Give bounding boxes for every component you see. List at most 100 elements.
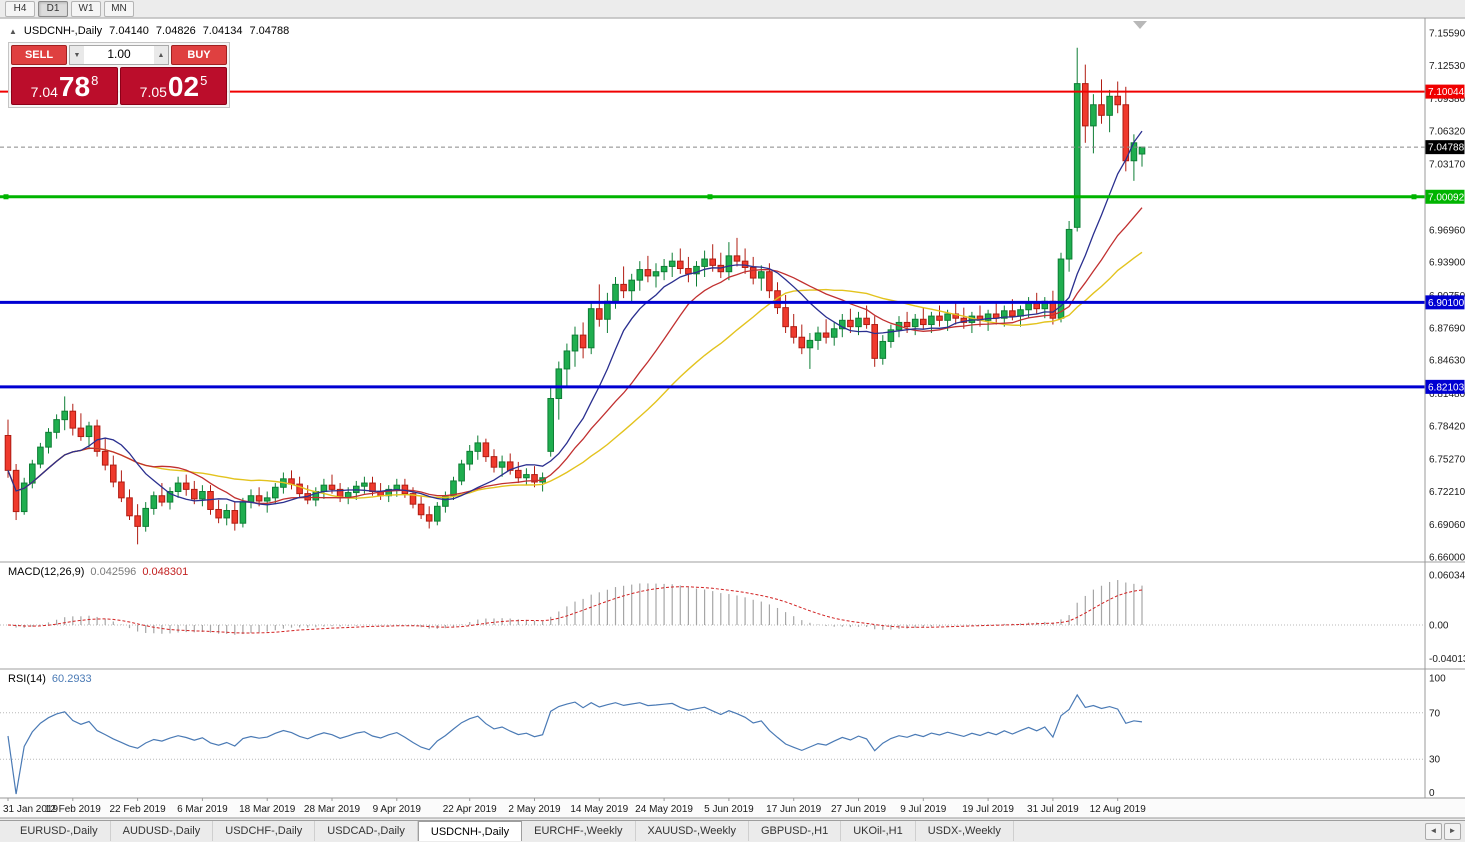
pane-splitter[interactable] [0, 668, 1465, 670]
svg-text:6.93900: 6.93900 [1429, 258, 1465, 269]
price-badge [1425, 140, 1465, 155]
svg-text:12 Aug 2019: 12 Aug 2019 [1090, 804, 1147, 815]
chart-tab-gbpusd-h1[interactable]: GBPUSD-,H1 [749, 821, 842, 841]
volume-value[interactable]: 1.00 [107, 47, 131, 61]
time-axis-strip[interactable] [0, 798, 1465, 818]
chart-tab-usdchf-daily[interactable]: USDCHF-,Daily [213, 821, 316, 841]
svg-text:6.75270: 6.75270 [1429, 455, 1465, 466]
ask-big-digits: 02 [167, 71, 200, 102]
svg-text:24 May 2019: 24 May 2019 [635, 804, 693, 815]
volume-down-icon[interactable]: ▼ [70, 46, 84, 64]
tabs-scroll-left-button[interactable]: ◄ [1425, 822, 1442, 840]
svg-text:0.060343: 0.060343 [1429, 570, 1465, 581]
svg-text:28 Mar 2019: 28 Mar 2019 [304, 804, 361, 815]
tabs-scroll-right-button[interactable]: ► [1444, 822, 1461, 840]
chart-tab-usdx-weekly[interactable]: USDX-,Weekly [916, 821, 1014, 841]
chart-tab-usdcnh-daily[interactable]: USDCNH-,Daily [417, 821, 523, 841]
bid-prefix: 7.04 [30, 84, 58, 100]
rsi-label: RSI(14) 60.2933 [8, 673, 92, 685]
ask-pip-digit: 5 [200, 73, 208, 88]
svg-text:5 Jun 2019: 5 Jun 2019 [704, 804, 754, 815]
svg-text:100: 100 [1429, 674, 1446, 685]
macd-signal-value: 0.048301 [142, 566, 189, 578]
svg-text:2 May 2019: 2 May 2019 [508, 804, 561, 815]
price-badge-value: 6.82103 [1428, 382, 1465, 393]
volume-up-icon[interactable]: ▲ [154, 46, 168, 64]
rsi-pane[interactable] [0, 693, 1425, 795]
svg-text:22 Apr 2019: 22 Apr 2019 [443, 804, 497, 815]
price-badge [1425, 84, 1465, 99]
timeframe-button-d1[interactable]: D1 [38, 0, 68, 17]
macd-label: MACD(12,26,9) 0.042596 0.048301 [8, 566, 188, 578]
svg-text:6.96960: 6.96960 [1429, 225, 1465, 236]
rsi-name: RSI(14) [8, 673, 46, 685]
svg-text:6.87690: 6.87690 [1429, 323, 1465, 334]
chart-tab-bar: EURUSD-,Daily AUDUSD-,Daily USDCHF-,Daily U… [0, 820, 1465, 841]
line-handle[interactable] [707, 194, 713, 200]
ask-prefix: 7.05 [139, 84, 167, 100]
svg-text:7.15590: 7.15590 [1429, 29, 1465, 40]
price-badge-value: 7.10044 [1428, 87, 1465, 98]
chart-tab-usdcad-daily[interactable]: USDCAD-,Daily [315, 821, 418, 841]
svg-text:22 Feb 2019: 22 Feb 2019 [110, 804, 167, 815]
chart-header: ▲ USDCNH-,Daily 7.04140 7.04826 7.04134 … [9, 25, 289, 37]
bid-pip-digit: 8 [91, 73, 99, 88]
svg-text:-0.040136: -0.040136 [1429, 654, 1465, 665]
svg-text:17 Jun 2019: 17 Jun 2019 [766, 804, 821, 815]
svg-text:7.03170: 7.03170 [1429, 160, 1465, 171]
bid-big-digits: 78 [58, 71, 91, 102]
price-badge-value: 7.04788 [1428, 143, 1465, 154]
svg-text:6 Mar 2019: 6 Mar 2019 [177, 804, 228, 815]
symbol-title: USDCNH-,Daily [23, 25, 103, 37]
line-handle[interactable] [1411, 194, 1417, 200]
one-click-collapse-icon[interactable]: ▲ [9, 26, 17, 36]
svg-text:6.72210: 6.72210 [1429, 487, 1465, 498]
macd-main-value: 0.042596 [90, 566, 137, 578]
rsi-value: 60.2933 [51, 673, 92, 685]
svg-text:6.78420: 6.78420 [1429, 421, 1465, 432]
svg-text:19 Jul 2019: 19 Jul 2019 [962, 804, 1014, 815]
svg-text:6.69060: 6.69060 [1429, 520, 1465, 531]
svg-text:14 May 2019: 14 May 2019 [570, 804, 628, 815]
buy-button[interactable]: BUY [171, 45, 227, 65]
price-badge-value: 7.00092 [1428, 192, 1465, 203]
ohlc-open: 7.04140 [109, 25, 149, 37]
chart-background [0, 18, 1465, 798]
ma-slow-line [7, 251, 1143, 499]
svg-text:7.06320: 7.06320 [1429, 126, 1465, 137]
one-click-trading-panel: SELL ▼ 1.00 ▲ BUY 7.04 78 8 7.05 02 5 [8, 42, 230, 108]
svg-text:31 Jul 2019: 31 Jul 2019 [1027, 804, 1079, 815]
price-badge-value: 6.90100 [1428, 298, 1465, 309]
svg-text:9 Apr 2019: 9 Apr 2019 [373, 804, 422, 815]
svg-text:27 Jun 2019: 27 Jun 2019 [831, 804, 886, 815]
chart-tab-audusd-daily[interactable]: AUDUSD-,Daily [111, 821, 214, 841]
macd-signal-line [7, 586, 1143, 634]
chart-shift-marker[interactable] [1133, 21, 1147, 29]
chart-tab-xauusd-weekly[interactable]: XAUUSD-,Weekly [636, 821, 749, 841]
tab-scroll-buttons: ◄ ► [1425, 821, 1465, 841]
ask-price-box[interactable]: 7.05 02 5 [120, 67, 227, 105]
chart-tab-eurchf-weekly[interactable]: EURCHF-,Weekly [522, 821, 636, 841]
price-axis[interactable]: 7.155907.125307.093807.063207.031707.001… [1424, 18, 1465, 799]
sell-button[interactable]: SELL [11, 45, 67, 65]
main-price-pane[interactable] [0, 47, 1425, 545]
candles-layer [4, 47, 1146, 545]
svg-text:6.81480: 6.81480 [1429, 389, 1465, 400]
svg-text:0.00: 0.00 [1429, 621, 1449, 632]
pane-splitter[interactable] [0, 561, 1465, 563]
timeframe-button-mn[interactable]: MN [104, 0, 134, 17]
bid-price-box[interactable]: 7.04 78 8 [11, 67, 118, 105]
volume-stepper[interactable]: ▼ 1.00 ▲ [69, 45, 169, 65]
timeframe-button-w1[interactable]: W1 [71, 0, 101, 17]
svg-text:6.84630: 6.84630 [1429, 356, 1465, 367]
chart-tab-ukoil-h1[interactable]: UKOil-,H1 [841, 821, 916, 841]
timeframe-button-h4[interactable]: H4 [5, 0, 35, 17]
ma-mid-line [7, 207, 1143, 505]
chart-tab-eurusd-daily[interactable]: EURUSD-,Daily [8, 821, 111, 841]
line-handle[interactable] [3, 194, 9, 200]
macd-pane[interactable] [0, 580, 1425, 635]
svg-text:0: 0 [1429, 788, 1435, 799]
ohlc-close: 7.04788 [249, 25, 290, 37]
